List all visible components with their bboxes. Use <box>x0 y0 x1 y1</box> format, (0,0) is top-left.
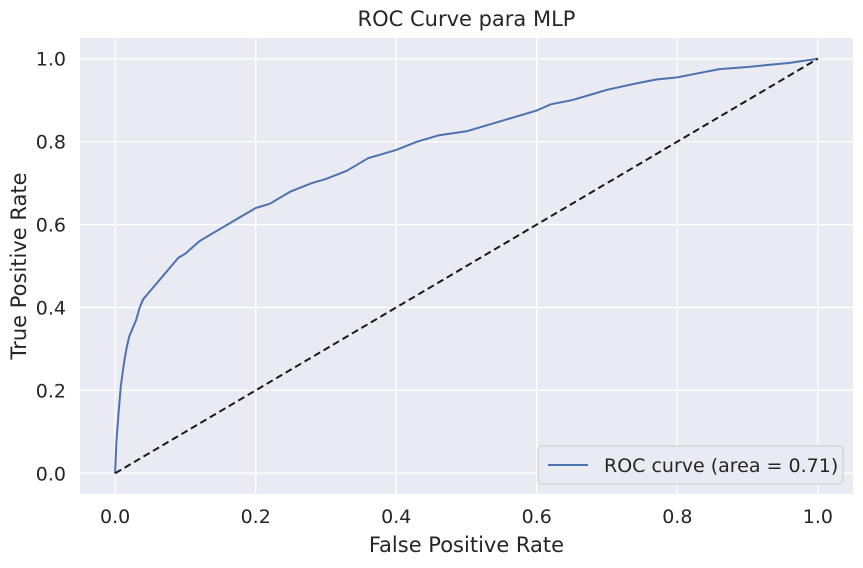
x-tick-label: 0.6 <box>522 506 552 528</box>
x-tick-label: 0.4 <box>381 506 411 528</box>
legend: ROC curve (area = 0.71) <box>537 445 844 485</box>
x-tick-label: 0.2 <box>241 506 271 528</box>
roc-curve-line <box>114 57 819 474</box>
y-axis-label: True Positive Rate <box>7 172 31 360</box>
series-layer <box>114 57 819 475</box>
x-axis-label: False Positive Rate <box>369 533 564 557</box>
y-tick-label: 0.8 <box>36 132 66 154</box>
x-tick-label: 1.0 <box>803 506 833 528</box>
x-tick-label: 0.0 <box>100 506 130 528</box>
chance-diagonal-line <box>114 57 819 475</box>
y-tick-label: 1.0 <box>36 49 66 71</box>
tick-layer: 0.0 0.2 0.4 0.6 0.8 1.0 0.0 0.2 0.4 0.6 0.8 1.0 <box>36 49 833 528</box>
legend-box <box>537 445 844 485</box>
y-tick-label: 0.4 <box>36 297 66 319</box>
y-tick-label: 0.2 <box>36 380 66 402</box>
y-tick-label: 0.0 <box>36 463 66 485</box>
chart-title: ROC Curve para MLP <box>358 7 576 31</box>
x-tick-label: 0.8 <box>662 506 692 528</box>
y-tick-label: 0.6 <box>36 215 66 237</box>
legend-label: ROC curve (area = 0.71) <box>604 455 838 477</box>
